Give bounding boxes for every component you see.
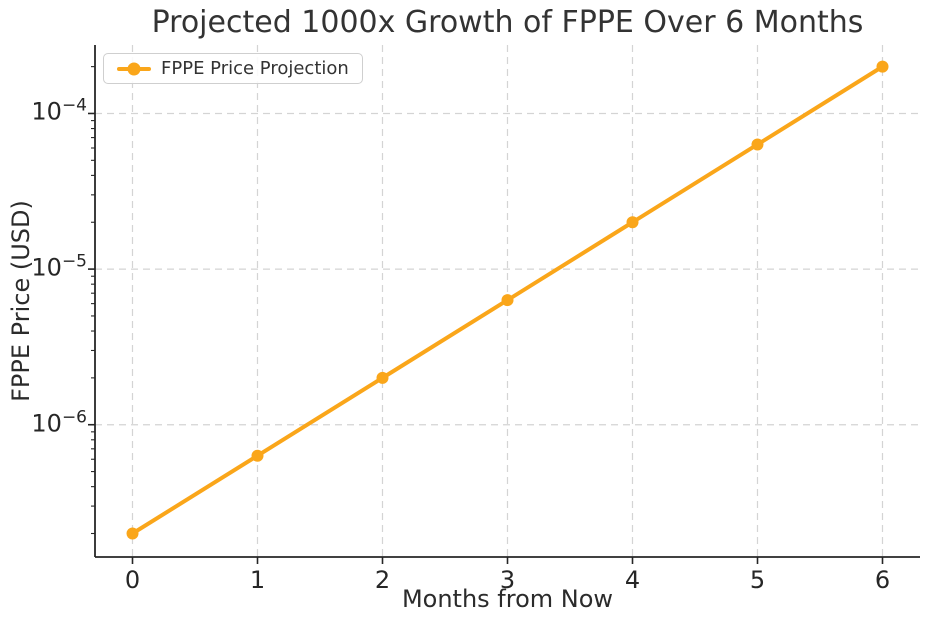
data-point [376,371,389,384]
legend-marker-dot-icon [127,62,141,75]
data-point [501,294,514,307]
x-tick-label: 5 [749,566,766,594]
x-tick-label: 2 [374,566,391,594]
y-tick-label: 10−4 [31,96,87,127]
y-tick-label: 10−5 [31,251,87,282]
x-axis-label: Months from Now [401,585,614,613]
data-point [626,216,639,229]
data-point [876,60,889,73]
data-point [251,449,264,462]
y-tick-label: 10−6 [31,407,87,438]
chart-title: Projected 1000x Growth of FPPE Over 6 Mo… [151,5,864,40]
legend: FPPE Price Projection [103,53,363,84]
x-tick-label: 6 [874,566,891,594]
x-tick-label: 4 [624,566,641,594]
x-tick-label: 3 [499,566,516,594]
data-point [126,527,139,540]
x-tick-label: 0 [124,566,141,594]
data-point [751,138,764,151]
legend-line-marker-icon [117,62,151,75]
x-tick-label: 1 [249,566,266,594]
y-axis-label: FPPE Price (USD) [7,200,35,402]
legend-label: FPPE Price Projection [161,58,349,79]
